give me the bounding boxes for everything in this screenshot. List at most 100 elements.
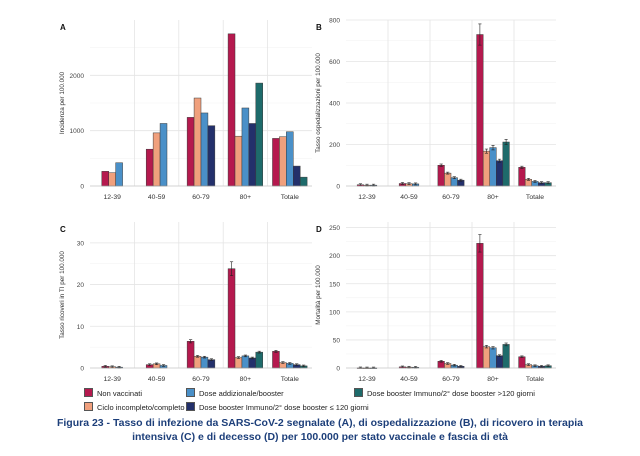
bar [207,359,216,369]
y-tick-label: 800 [329,18,340,25]
y-tick-label: 200 [329,142,340,149]
bar [207,125,216,187]
y-tick-label: 2000 [70,73,85,80]
bar [200,356,209,369]
bar [482,346,490,369]
bar [286,131,294,187]
panel-label: A [60,23,66,32]
bar [279,136,287,187]
y-tick-label: 50 [333,337,341,344]
bar [518,356,526,369]
figure-caption: Figura 23 - Tasso di infezione da SARS-C… [56,417,584,443]
panel-label: B [316,23,322,32]
legend-swatch-non-vaccinati [84,388,93,397]
legend-label: Non vaccinati [97,389,143,398]
panel-label: C [60,225,66,234]
bar [482,150,490,187]
bar [159,123,168,187]
legend-label: Dose booster Immuno/2° dose booster ≤ 12… [199,403,369,412]
bar [241,355,250,369]
x-tick-label: 60-79 [192,376,210,383]
bar [502,344,510,369]
x-tick-label: Totale [281,376,299,383]
legend-label: Dose booster Immuno/2° dose booster >120… [367,389,535,398]
bar [108,172,116,187]
y-tick-label: 0 [336,184,340,191]
x-tick-label: 40-59 [400,376,418,383]
x-tick-label: 80+ [240,194,252,201]
bar [186,117,195,187]
bar [248,357,257,369]
bar [518,167,526,187]
x-tick-label: 40-59 [148,194,166,201]
bar [193,356,202,369]
x-tick-label: 80+ [240,376,252,383]
x-tick-label: 60-79 [192,194,210,201]
bar [476,243,484,369]
legend-swatch-booster-under-120 [186,402,195,411]
y-axis-label: Tasso ospedalizzazioni per 100.000 [315,53,322,153]
x-tick-label: Totale [526,376,544,383]
x-tick-label: 12-39 [104,194,122,201]
legend-swatch-ciclo-completo [84,402,93,411]
bar [234,357,243,369]
x-tick-label: 60-79 [442,194,460,201]
bar [234,135,243,187]
y-tick-label: 250 [329,225,340,232]
x-tick-label: 12-39 [358,194,376,201]
legend-label: Ciclo incompleto/completo [97,403,185,412]
y-axis-label: Mortalità per 100.000 [315,265,322,325]
y-tick-label: 30 [77,240,85,247]
y-tick-label: 100 [329,309,340,316]
bar [255,82,263,187]
bar [193,97,202,187]
bar [227,268,236,369]
bar [145,148,154,187]
y-tick-label: 600 [329,59,340,66]
legend-swatch-dose-addizionale [186,388,195,397]
y-tick-label: 400 [329,101,340,108]
y-tick-label: 200 [329,253,340,260]
x-tick-label: 80+ [487,376,499,383]
bar [489,147,497,187]
x-tick-label: 80+ [487,194,499,201]
x-tick-label: Totale [526,194,544,201]
x-tick-label: 60-79 [442,376,460,383]
bar [476,34,484,187]
y-tick-label: 10 [77,324,85,331]
y-tick-label: 0 [336,366,340,373]
y-tick-label: 0 [80,366,84,373]
y-axis-label: Tasso ricoveri in TI per 100.000 [59,251,66,339]
legend-item: Dose booster Immuno/2° dose booster >120… [354,388,535,398]
bar [489,347,497,369]
x-tick-label: 40-59 [400,194,418,201]
y-tick-label: 1000 [70,128,85,135]
legend-label: Dose addizionale/booster [199,389,284,398]
panel-label: D [316,225,322,234]
x-tick-label: 12-39 [358,376,376,383]
x-tick-label: 12-39 [104,376,122,383]
chart-legend: Non vaccinati Dose addizionale/booster D… [84,388,564,420]
bar [241,107,250,187]
legend-item: Ciclo incompleto/completo [84,402,185,412]
bar [255,351,263,369]
x-tick-label: Totale [281,194,299,201]
bar [248,123,257,187]
y-tick-label: 20 [77,282,85,289]
bar [496,160,504,187]
bar [444,172,452,187]
y-tick-label: 150 [329,281,340,288]
legend-item: Non vaccinati [84,388,142,398]
bar [115,162,123,187]
bar [200,112,209,187]
bar [272,351,280,369]
legend-swatch-booster-over-120 [354,388,363,397]
bar [437,165,445,187]
bar [502,141,510,187]
bar [272,138,280,187]
bar [496,355,504,369]
x-tick-label: 40-59 [148,376,166,383]
bar [299,176,308,187]
y-tick-label: 0 [80,184,84,191]
